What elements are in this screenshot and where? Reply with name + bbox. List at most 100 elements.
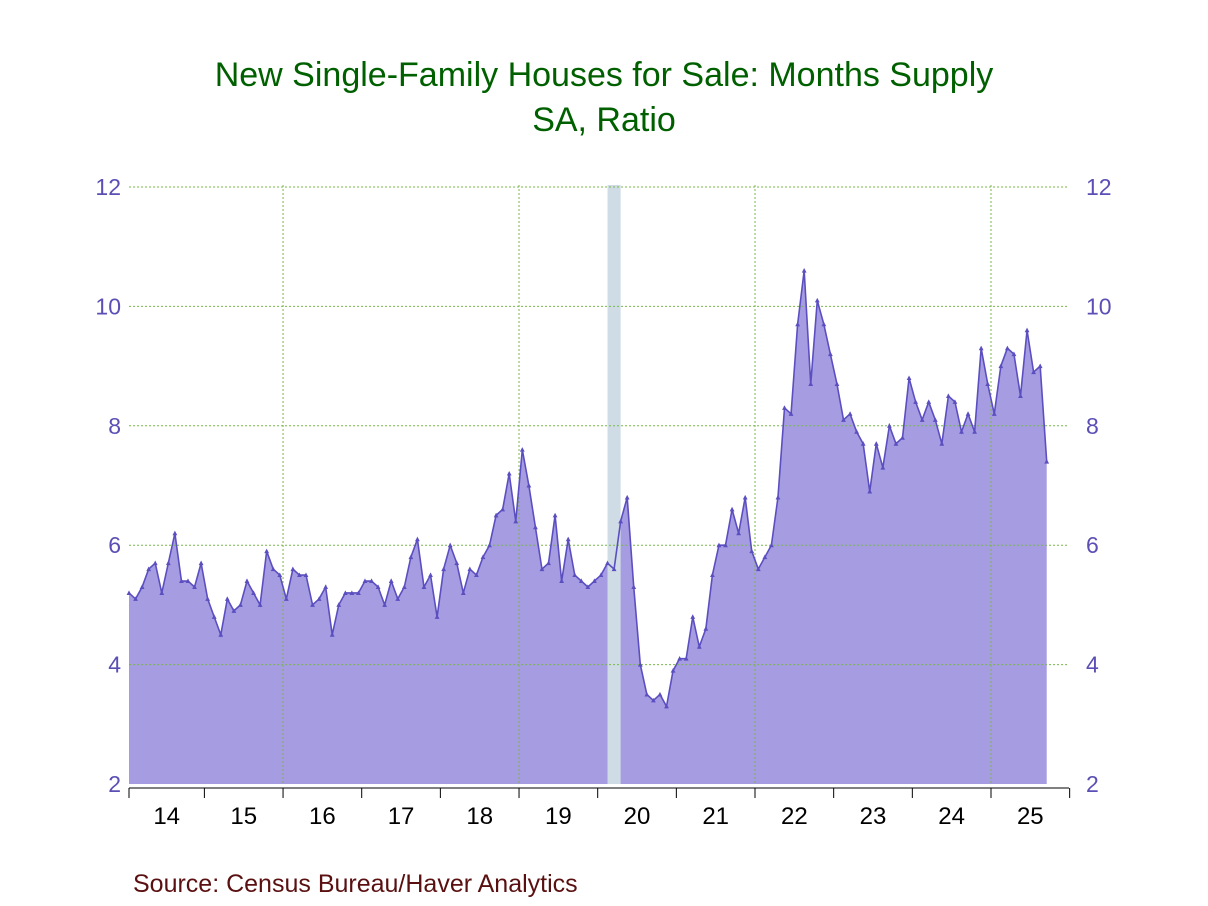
x-tick-label: 19 xyxy=(545,803,572,830)
data-point xyxy=(388,578,394,584)
x-tick-label: 17 xyxy=(388,803,415,830)
data-point xyxy=(231,608,237,613)
data-point xyxy=(952,399,958,404)
data-point xyxy=(460,590,466,595)
data-point xyxy=(474,572,479,578)
data-point xyxy=(782,405,787,410)
data-point xyxy=(133,596,138,601)
data-point xyxy=(795,321,801,327)
data-point xyxy=(821,321,827,327)
data-point xyxy=(611,566,617,572)
data-point xyxy=(559,578,565,584)
data-point xyxy=(827,351,833,357)
data-point xyxy=(788,411,794,416)
data-point xyxy=(749,548,755,554)
data-point xyxy=(1011,351,1017,357)
data-point xyxy=(939,441,945,446)
data-point xyxy=(592,578,597,584)
chart-title: New Single-Family Houses for Sale: Month… xyxy=(214,56,994,94)
data-point xyxy=(447,542,453,548)
data-point xyxy=(769,542,774,548)
data-point xyxy=(159,590,165,595)
data-point xyxy=(165,560,171,566)
data-point xyxy=(716,542,722,548)
data-point xyxy=(690,614,696,619)
y-tick-label-left: 10 xyxy=(95,293,121,319)
y-tick-label-right: 8 xyxy=(1086,413,1099,439)
data-point xyxy=(552,512,558,518)
data-point xyxy=(736,530,742,536)
data-point xyxy=(657,691,663,697)
data-point xyxy=(919,417,925,422)
data-point xyxy=(1024,327,1030,333)
data-point xyxy=(362,578,368,584)
data-point xyxy=(218,632,224,637)
data-point xyxy=(900,435,905,440)
data-point xyxy=(677,656,683,661)
data-point xyxy=(434,614,440,619)
data-point xyxy=(565,536,571,542)
data-point xyxy=(192,584,197,589)
data-point xyxy=(270,566,276,572)
data-point xyxy=(814,297,820,303)
x-tick-label: 20 xyxy=(624,803,651,830)
data-point xyxy=(323,584,329,589)
data-point xyxy=(605,560,610,566)
data-point xyxy=(854,429,860,434)
data-point xyxy=(506,470,512,476)
data-point xyxy=(664,703,669,709)
x-tick-label: 18 xyxy=(466,803,493,830)
data-point xyxy=(290,566,296,572)
data-point xyxy=(480,554,486,560)
data-point xyxy=(139,584,145,589)
data-point xyxy=(264,548,270,554)
data-point xyxy=(585,584,591,589)
data-point xyxy=(356,590,361,595)
data-point xyxy=(382,602,388,607)
data-point xyxy=(329,632,335,637)
data-point xyxy=(985,381,991,387)
data-point xyxy=(428,572,433,578)
data-point xyxy=(283,596,289,601)
data-point xyxy=(991,411,997,416)
data-point xyxy=(651,697,656,703)
data-point xyxy=(316,596,322,601)
data-point xyxy=(808,381,814,387)
data-point xyxy=(408,554,414,560)
data-point xyxy=(454,560,460,566)
data-point xyxy=(624,494,630,500)
data-point xyxy=(211,614,217,619)
data-point xyxy=(395,596,401,601)
data-point xyxy=(696,644,702,649)
data-point xyxy=(618,518,624,524)
y-tick-label-left: 8 xyxy=(108,413,121,439)
data-point xyxy=(775,494,781,500)
data-point xyxy=(998,363,1004,369)
data-point xyxy=(500,506,506,512)
recession-band xyxy=(607,185,621,784)
data-point xyxy=(1031,369,1036,375)
data-point xyxy=(598,572,604,578)
x-tick-label: 23 xyxy=(860,803,887,830)
data-point xyxy=(644,691,650,697)
data-point xyxy=(310,602,315,607)
x-tick-label: 24 xyxy=(938,803,965,830)
data-point xyxy=(126,590,132,595)
data-point xyxy=(375,584,381,589)
data-point xyxy=(841,417,846,422)
data-point xyxy=(349,590,355,595)
data-point xyxy=(244,578,250,584)
data-point xyxy=(401,584,407,589)
data-point xyxy=(945,393,951,398)
chart-subtitle: SA, Ratio xyxy=(532,101,676,139)
data-point xyxy=(860,441,866,446)
data-point xyxy=(965,411,971,416)
data-point xyxy=(336,602,342,607)
source-note: Source: Census Bureau/Haver Analytics xyxy=(133,870,578,898)
data-point xyxy=(978,345,984,351)
y-tick-label-left: 2 xyxy=(108,771,121,797)
data-point xyxy=(277,572,283,578)
data-point xyxy=(926,399,932,404)
data-point xyxy=(297,572,302,578)
data-point xyxy=(487,542,492,548)
